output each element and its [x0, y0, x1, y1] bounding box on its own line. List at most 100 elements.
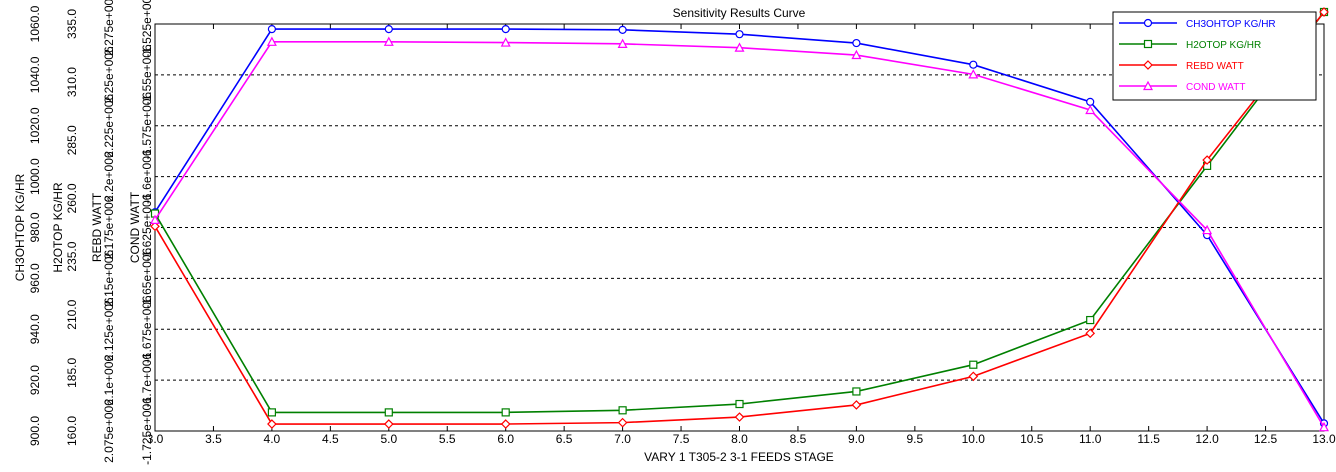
series-layer [150, 7, 1329, 432]
y-tick-label: 1040.0 [28, 56, 42, 93]
y-tick-label: 2.2e+006 [102, 151, 116, 202]
legend-marker [1143, 80, 1153, 91]
legend-entry: COND WATT [1119, 80, 1245, 93]
grid-lines [155, 74, 1324, 381]
y-tick-label: -1.575e+006 [140, 92, 154, 160]
x-tick-label: 12.0 [1195, 432, 1219, 446]
x-tick-label: 10.0 [962, 432, 986, 446]
y-tick-label: -1.675e+006 [140, 295, 154, 363]
data-point [1085, 328, 1096, 339]
y-axes-labels: 900.0 920.0 940.0 960.0 980.0 1000.0 1020.0 104… [13, 0, 154, 465]
data-point [1086, 97, 1095, 106]
legend-label: COND WATT [1186, 82, 1245, 93]
y-axis-label: CH3OHTOP KG/HR [13, 173, 27, 281]
y-tick-label: 185.0 [65, 358, 79, 388]
legend-entry: CH3OHTOP KG/HR [1119, 18, 1276, 30]
x-tick-label: 4.5 [322, 432, 339, 446]
legend-label: REBD WATT [1186, 61, 1244, 72]
legend-marker [1143, 60, 1153, 70]
data-point [1202, 155, 1212, 165]
y-tick-label: -1.55e+006 [140, 44, 154, 105]
x-tick-label: 10.5 [1020, 432, 1044, 446]
data-point [617, 38, 628, 48]
x-tick-label: 9.5 [907, 432, 924, 446]
y-tick-label: 260.0 [65, 183, 79, 213]
data-point [501, 408, 510, 417]
y-tick-label: 900.0 [28, 416, 42, 446]
x-tick-label: 8.5 [790, 432, 807, 446]
y-tick-label: 2.275e+006 [102, 0, 116, 56]
data-point [1319, 421, 1329, 432]
data-point [617, 417, 628, 428]
series-1 [150, 7, 1329, 417]
data-point [618, 25, 627, 34]
x-tick-label: 12.5 [1254, 432, 1278, 446]
legend-marker [1143, 39, 1153, 49]
data-point [1319, 7, 1329, 17]
y-tick-label: 310.0 [65, 67, 79, 97]
data-point [852, 387, 861, 396]
y-tick-label: 1000.0 [28, 158, 42, 195]
data-point [968, 371, 979, 382]
data-point [969, 60, 978, 69]
data-point [267, 24, 276, 34]
y-tick-label: 335.0 [65, 9, 79, 39]
series-2 [150, 7, 1329, 429]
y-tick-label: 980.0 [28, 212, 42, 242]
x-tick-label: 8.0 [731, 432, 748, 446]
x-tick-label: 4.0 [264, 432, 281, 446]
data-point [383, 419, 394, 429]
x-tick-label: 5.5 [439, 432, 456, 446]
data-point [383, 36, 394, 46]
y-tick-label: -1.6e+006 [140, 149, 154, 204]
y-axis-label: REBD WATT [90, 192, 104, 262]
y-tick-label: 285.0 [65, 125, 79, 155]
legend-marker [1143, 18, 1153, 28]
data-point [618, 406, 627, 415]
x-tick-label: 6.0 [497, 432, 514, 446]
x-tick-label: 11.5 [1137, 432, 1160, 446]
data-point [500, 37, 511, 47]
series-0 [150, 24, 1329, 428]
data-point [734, 412, 745, 422]
x-tick-label: 7.5 [673, 432, 690, 446]
y-tick-label: 210.0 [65, 299, 79, 329]
y-tick-label: 2.225e+006 [102, 94, 116, 158]
data-point [852, 38, 861, 48]
data-point [968, 69, 979, 79]
legend-label: H2OTOP KG/HR [1186, 40, 1261, 51]
x-tick-label: 11.0 [1079, 432, 1102, 446]
y-tick-label: 2.075e+006 [102, 399, 116, 463]
y-tick-label: 2.125e+006 [102, 297, 116, 361]
data-point [384, 24, 393, 34]
legend: CH3OHTOP KG/HR H2OTOP KG/HR REBD WATT COND … [1112, 11, 1317, 101]
x-axis-label: VARY 1 T305-2 3-1 FEEDS STAGE [644, 450, 834, 464]
data-point [969, 360, 978, 369]
y-tick-label: 1060.0 [28, 5, 42, 42]
x-tick-label: 3.0 [147, 432, 164, 446]
data-point [1085, 104, 1096, 115]
data-point [267, 419, 277, 429]
y-tick-label: -1.525e+006 [140, 0, 154, 58]
y-tick-label: 2.15e+006 [102, 250, 116, 307]
x-tick-label: 9.0 [848, 432, 865, 446]
data-point [501, 24, 510, 34]
y-axis-label: H2OTOP KG/HR [51, 182, 65, 273]
data-point [150, 214, 160, 224]
series-3 [150, 36, 1329, 432]
y-axis-label: COND WATT [128, 191, 142, 263]
y-tick-label: -1.625e+006 [140, 193, 154, 261]
y-tick-label: 2.175e+006 [102, 195, 116, 259]
data-point [734, 42, 745, 52]
data-point [1086, 315, 1095, 325]
x-tick-label: 6.5 [556, 432, 573, 446]
data-point [1202, 224, 1213, 235]
data-point [735, 30, 744, 39]
y-tick-label: -1.65e+006 [140, 248, 154, 309]
legend-entry: H2OTOP KG/HR [1119, 39, 1261, 51]
y-tick-label: 940.0 [28, 314, 42, 344]
y-tick-label: 920.0 [28, 365, 42, 395]
y-tick-label: 2.1e+006 [102, 355, 116, 406]
data-point [267, 408, 276, 417]
